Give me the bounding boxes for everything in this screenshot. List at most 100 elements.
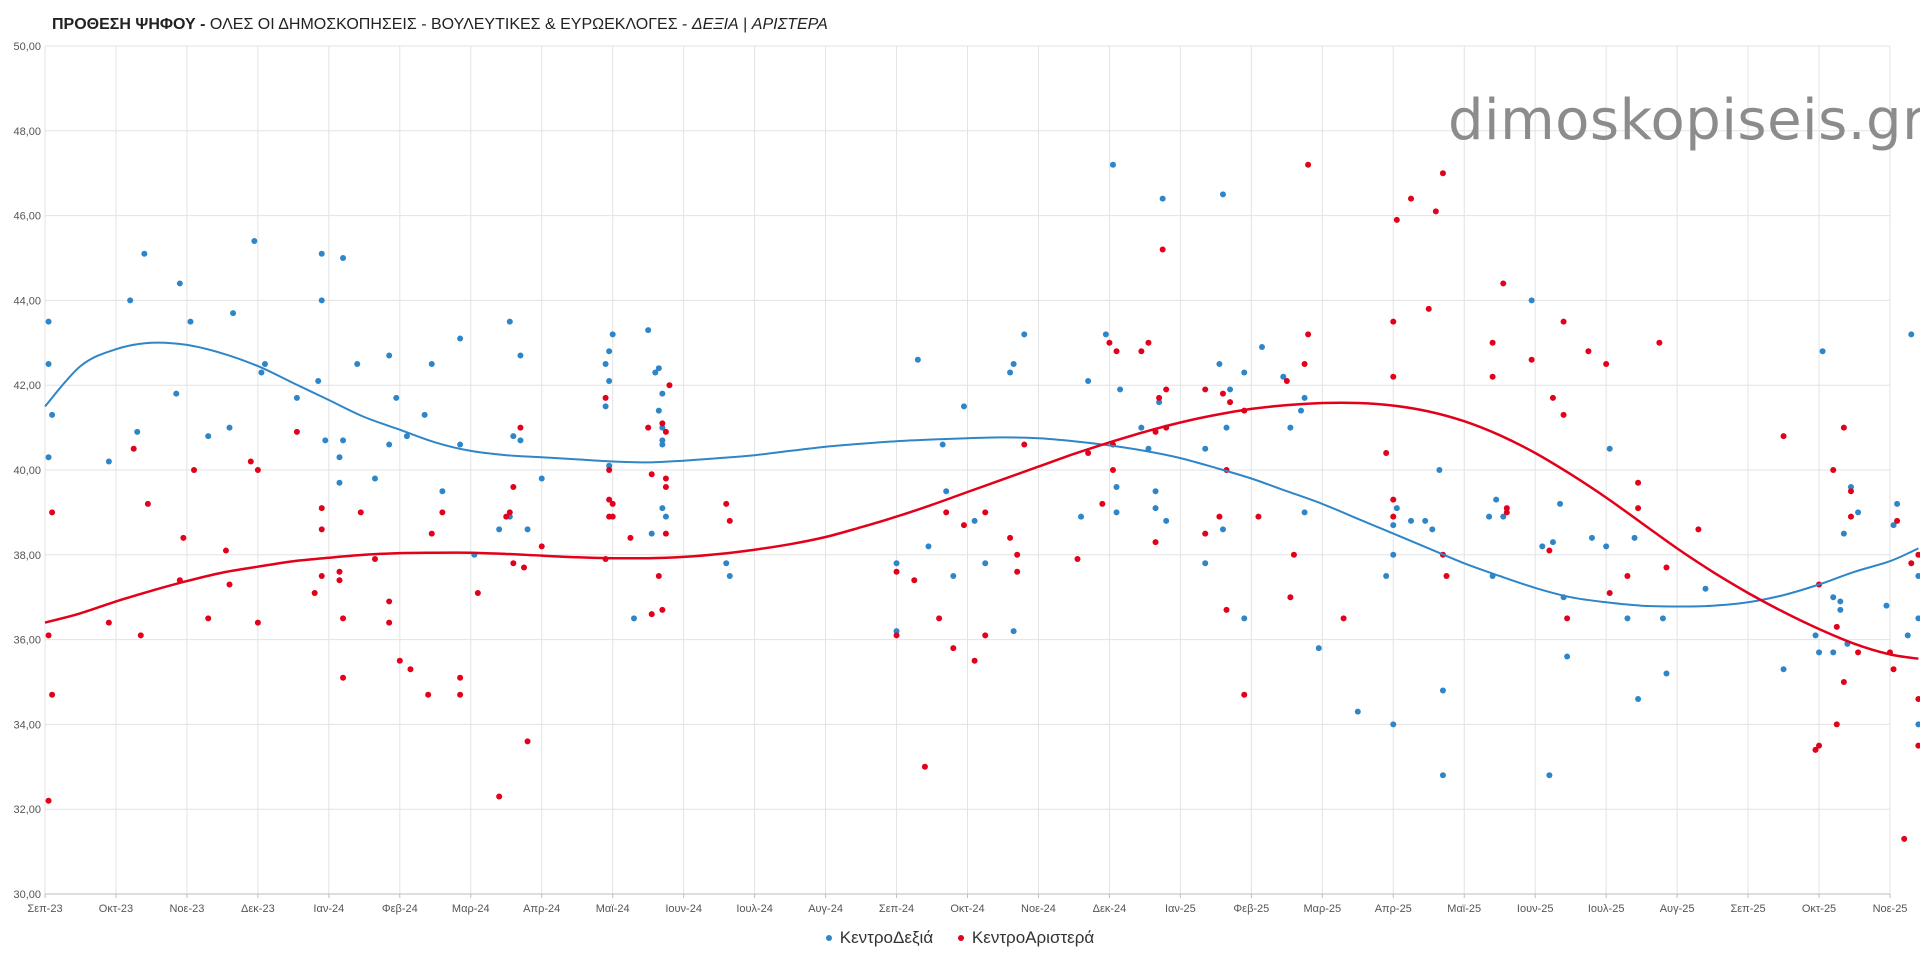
data-point-left <box>506 509 513 516</box>
y-tick-label: 42,00 <box>13 380 41 392</box>
data-point-right <box>606 348 613 355</box>
data-point-left <box>1915 742 1920 749</box>
data-point-right <box>1546 772 1553 779</box>
data-point-left <box>1287 594 1294 601</box>
data-point-left <box>1390 513 1397 520</box>
data-point-right <box>645 327 652 334</box>
data-point-right <box>457 335 464 342</box>
data-point-right <box>1847 483 1854 490</box>
data-point-right <box>1383 573 1390 579</box>
data-point-left <box>1163 386 1170 393</box>
data-point-right <box>1883 602 1890 609</box>
data-point-left <box>1915 695 1920 702</box>
data-point-left <box>191 467 198 473</box>
data-point-right <box>1227 386 1234 393</box>
data-point-right <box>1010 628 1017 635</box>
data-point-right <box>1603 543 1610 550</box>
data-point-left <box>510 560 517 567</box>
data-point-right <box>662 513 669 520</box>
data-point-right <box>1007 369 1014 376</box>
x-tick-label: Σεπ-25 <box>1730 903 1765 915</box>
x-tick-label: Οκτ-23 <box>99 903 133 915</box>
data-point-right <box>538 475 545 482</box>
y-tick-label: 38,00 <box>13 550 41 562</box>
data-point-left <box>1106 339 1113 346</box>
data-point-left <box>1255 513 1262 520</box>
series-left-points <box>45 161 1920 842</box>
data-point-right <box>439 488 446 495</box>
data-point-left <box>1833 721 1840 728</box>
data-point-left <box>396 657 403 664</box>
data-point-left <box>1635 505 1642 512</box>
data-point-left <box>950 645 957 652</box>
data-point-left <box>474 589 481 596</box>
data-point-right <box>602 403 609 410</box>
x-tick-label: Νοε-25 <box>1873 903 1908 915</box>
x-tick-label: Μαϊ-25 <box>1447 903 1481 915</box>
data-point-right <box>173 390 180 397</box>
data-point-right <box>226 424 233 431</box>
data-point-right <box>943 488 950 495</box>
data-point-left <box>1340 615 1347 622</box>
data-point-left <box>45 632 52 639</box>
data-point-right <box>1109 161 1116 168</box>
data-point-right <box>1138 424 1145 431</box>
data-point-right <box>1280 373 1287 380</box>
data-point-right <box>1422 517 1429 524</box>
data-point-left <box>357 509 364 516</box>
x-tick-label: Ιουν-25 <box>1517 903 1554 915</box>
data-point-left <box>1113 348 1120 355</box>
y-tick-label: 36,00 <box>13 635 41 647</box>
data-point-right <box>659 424 666 431</box>
data-point-left <box>1227 399 1234 406</box>
data-point-right <box>1390 721 1397 728</box>
data-point-left <box>226 581 233 588</box>
data-point-right <box>1010 361 1017 367</box>
data-point-right <box>1780 666 1787 673</box>
data-point-left <box>318 526 325 533</box>
data-point-left <box>247 458 254 465</box>
data-point-right <box>1539 543 1546 550</box>
data-point-left <box>1894 517 1901 524</box>
x-tick-label: Μαϊ-24 <box>596 903 630 915</box>
data-point-right <box>1659 615 1666 622</box>
x-tick-label: Φεβ-25 <box>1233 903 1269 915</box>
data-point-right <box>49 411 56 418</box>
data-point-right <box>893 628 900 635</box>
data-point-right <box>1500 513 1507 520</box>
data-point-right <box>428 361 435 367</box>
data-point-right <box>1588 534 1595 541</box>
data-point-right <box>496 526 503 533</box>
data-point-right <box>1354 708 1361 715</box>
x-tick-label: Ιουν-24 <box>665 903 702 915</box>
trendlines <box>44 341 1919 660</box>
data-point-left <box>1305 331 1312 338</box>
data-point-right <box>659 441 666 448</box>
x-tick-label: Απρ-24 <box>523 903 560 915</box>
data-point-left <box>1241 691 1248 698</box>
data-point-right <box>914 356 921 363</box>
data-point-right <box>1301 509 1308 516</box>
x-tick-label: Νοε-24 <box>1021 903 1056 915</box>
data-point-right <box>386 352 393 359</box>
data-point-right <box>960 403 967 410</box>
data-point-left <box>662 530 669 537</box>
data-point-right <box>318 250 325 257</box>
x-tick-label: Νοε-23 <box>169 903 204 915</box>
data-point-left <box>1489 339 1496 346</box>
title-bold-part: ΠΡΟΘΕΣΗ ΨΗΦΟΥ - <box>52 16 210 33</box>
data-point-right <box>187 318 194 325</box>
data-point-right <box>1163 517 1170 524</box>
data-point-right <box>1606 445 1613 452</box>
data-point-left <box>49 691 56 698</box>
data-point-left <box>1816 742 1823 749</box>
data-point-left <box>520 564 527 571</box>
data-point-right <box>659 390 666 397</box>
data-point-left <box>45 797 52 804</box>
data-point-right <box>336 479 343 486</box>
data-point-left <box>457 691 464 698</box>
data-point-left <box>1901 835 1908 842</box>
data-point-right <box>1315 645 1322 652</box>
data-point-left <box>293 428 300 435</box>
data-point-left <box>1915 551 1920 558</box>
